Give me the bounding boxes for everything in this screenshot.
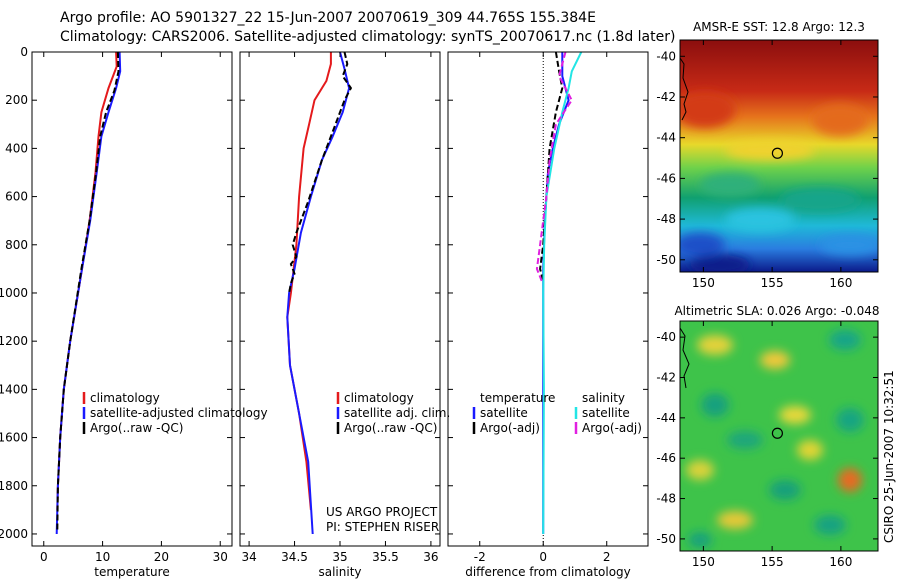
map-frame [679,320,879,552]
map-x-tick-label: 160 [829,555,852,569]
map-y-tick-label: -48 [656,212,676,226]
x-tick-label: 34.5 [281,550,308,564]
x-tick-label: 10 [95,550,110,564]
legend-item: satellite adj. clim. [344,406,450,420]
sst-map [679,40,878,272]
map-y-tick-label: -40 [656,49,676,63]
x-tick-label: 36 [423,550,438,564]
legend-salinity: climatology satellite adj. clim. Argo(..… [336,391,450,435]
y-tick-label: 2000 [0,527,28,541]
series-line [539,51,564,282]
legend-item: climatology [90,391,160,405]
y-tick-label: 0 [20,45,28,59]
legend-item: temperature [480,391,555,405]
y-tick-label: 1200 [0,334,28,348]
map-x-tick-label: 160 [829,276,852,290]
y-tick-label: 800 [5,238,28,252]
legend-item: salinity [582,391,625,405]
map-y-tick-label: -48 [656,492,676,506]
legend-item: Argo(..raw -QC) [90,421,183,435]
map-x-tick-label: 150 [692,555,715,569]
map-y-tick-label: -42 [656,90,676,104]
series-line [55,51,122,535]
map-x-tick-label: 150 [692,276,715,290]
y-tick-label: 600 [5,190,28,204]
x-tick-label: 34 [241,550,256,564]
map-y-tick-label: -46 [656,451,676,465]
map-y-tick-label: -44 [656,411,676,425]
sla-map [679,321,878,551]
argo-float-marker [771,427,784,439]
series-line [56,51,118,510]
sla-coastline [679,327,690,389]
header-line-2: Climatology: CARS2006. Satellite-adjuste… [60,29,676,45]
legend-item: satellite-adjusted climatology [90,406,268,420]
y-tick-label: 200 [5,93,28,107]
series-line [286,52,332,510]
sla-map-title: Altimetric SLA: 0.026 Argo: -0.048 [674,304,879,318]
credit-line-1: US ARGO PROJECT [326,505,438,519]
map-x-tick-label: 155 [761,555,784,569]
x-tick-label: 20 [154,550,169,564]
map-y-tick-label: -46 [656,171,676,185]
map-y-tick-label: -42 [656,370,676,384]
series-line [535,51,573,282]
x-tick-label: 0 [539,550,547,564]
series-line [542,51,583,535]
series-line [56,51,120,532]
map-y-tick-label: -40 [656,330,676,344]
y-tick-label: 1800 [0,479,28,493]
plot-frame [239,51,441,547]
x-axis-label: temperature [94,565,169,579]
legend-item: Argo(-adj) [480,421,540,435]
map-y-tick-label: -44 [656,131,676,145]
legend-item: climatology [344,391,414,405]
y-tick-label: 400 [5,141,28,155]
x-tick-label: 35.5 [372,550,399,564]
map-y-tick-label: -50 [656,253,676,267]
series-line [288,51,353,294]
sst-coastline [679,57,689,121]
plot-frame [31,51,233,547]
sst-map-title: AMSR-E SST: 12.8 Argo: 12.3 [693,20,865,34]
header-line-1: Argo profile: AO 5901327_22 15-Jun-2007 … [60,10,596,26]
timestamp-label: CSIRO 25-Jun-2007 10:32:51 [882,370,896,543]
legend-item: Argo(-adj) [582,421,642,435]
legend-item: satellite [582,406,630,420]
y-tick-label: 1600 [0,431,28,445]
x-axis-label: salinity [318,565,361,579]
y-tick-label: 1400 [0,382,28,396]
argo-float-marker [771,147,784,159]
legend-temperature: climatology satellite-adjusted climatolo… [82,391,268,435]
credit-line-2: PI: STEPHEN RISER [326,520,439,534]
x-tick-label: 35 [332,550,347,564]
map-y-tick-label: -50 [656,532,676,546]
x-tick-label: -2 [474,550,486,564]
x-tick-label: 0 [40,550,48,564]
legend-difference: temperature satellite Argo(-adj) salinit… [472,391,642,435]
x-tick-label: 30 [213,550,228,564]
legend-item: Argo(..raw -QC) [344,421,437,435]
plot-frame [447,51,649,547]
legend-item: satellite [480,406,528,420]
series-line [286,51,351,535]
x-axis-label: difference from climatology [465,565,631,579]
map-frame [679,39,879,273]
map-x-tick-label: 155 [761,276,784,290]
x-tick-label: 2 [603,550,611,564]
y-tick-label: 1000 [0,286,28,300]
